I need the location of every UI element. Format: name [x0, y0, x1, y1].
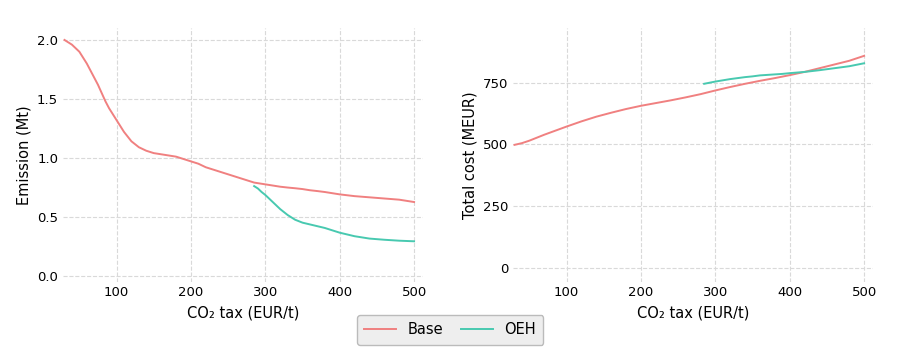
X-axis label: CO₂ tax (EUR/t): CO₂ tax (EUR/t)	[187, 305, 299, 320]
X-axis label: CO₂ tax (EUR/t): CO₂ tax (EUR/t)	[637, 305, 749, 320]
Y-axis label: Total cost (MEUR): Total cost (MEUR)	[463, 91, 477, 219]
Y-axis label: Emission (Mt): Emission (Mt)	[16, 105, 32, 205]
Legend: Base, OEH: Base, OEH	[356, 315, 544, 345]
